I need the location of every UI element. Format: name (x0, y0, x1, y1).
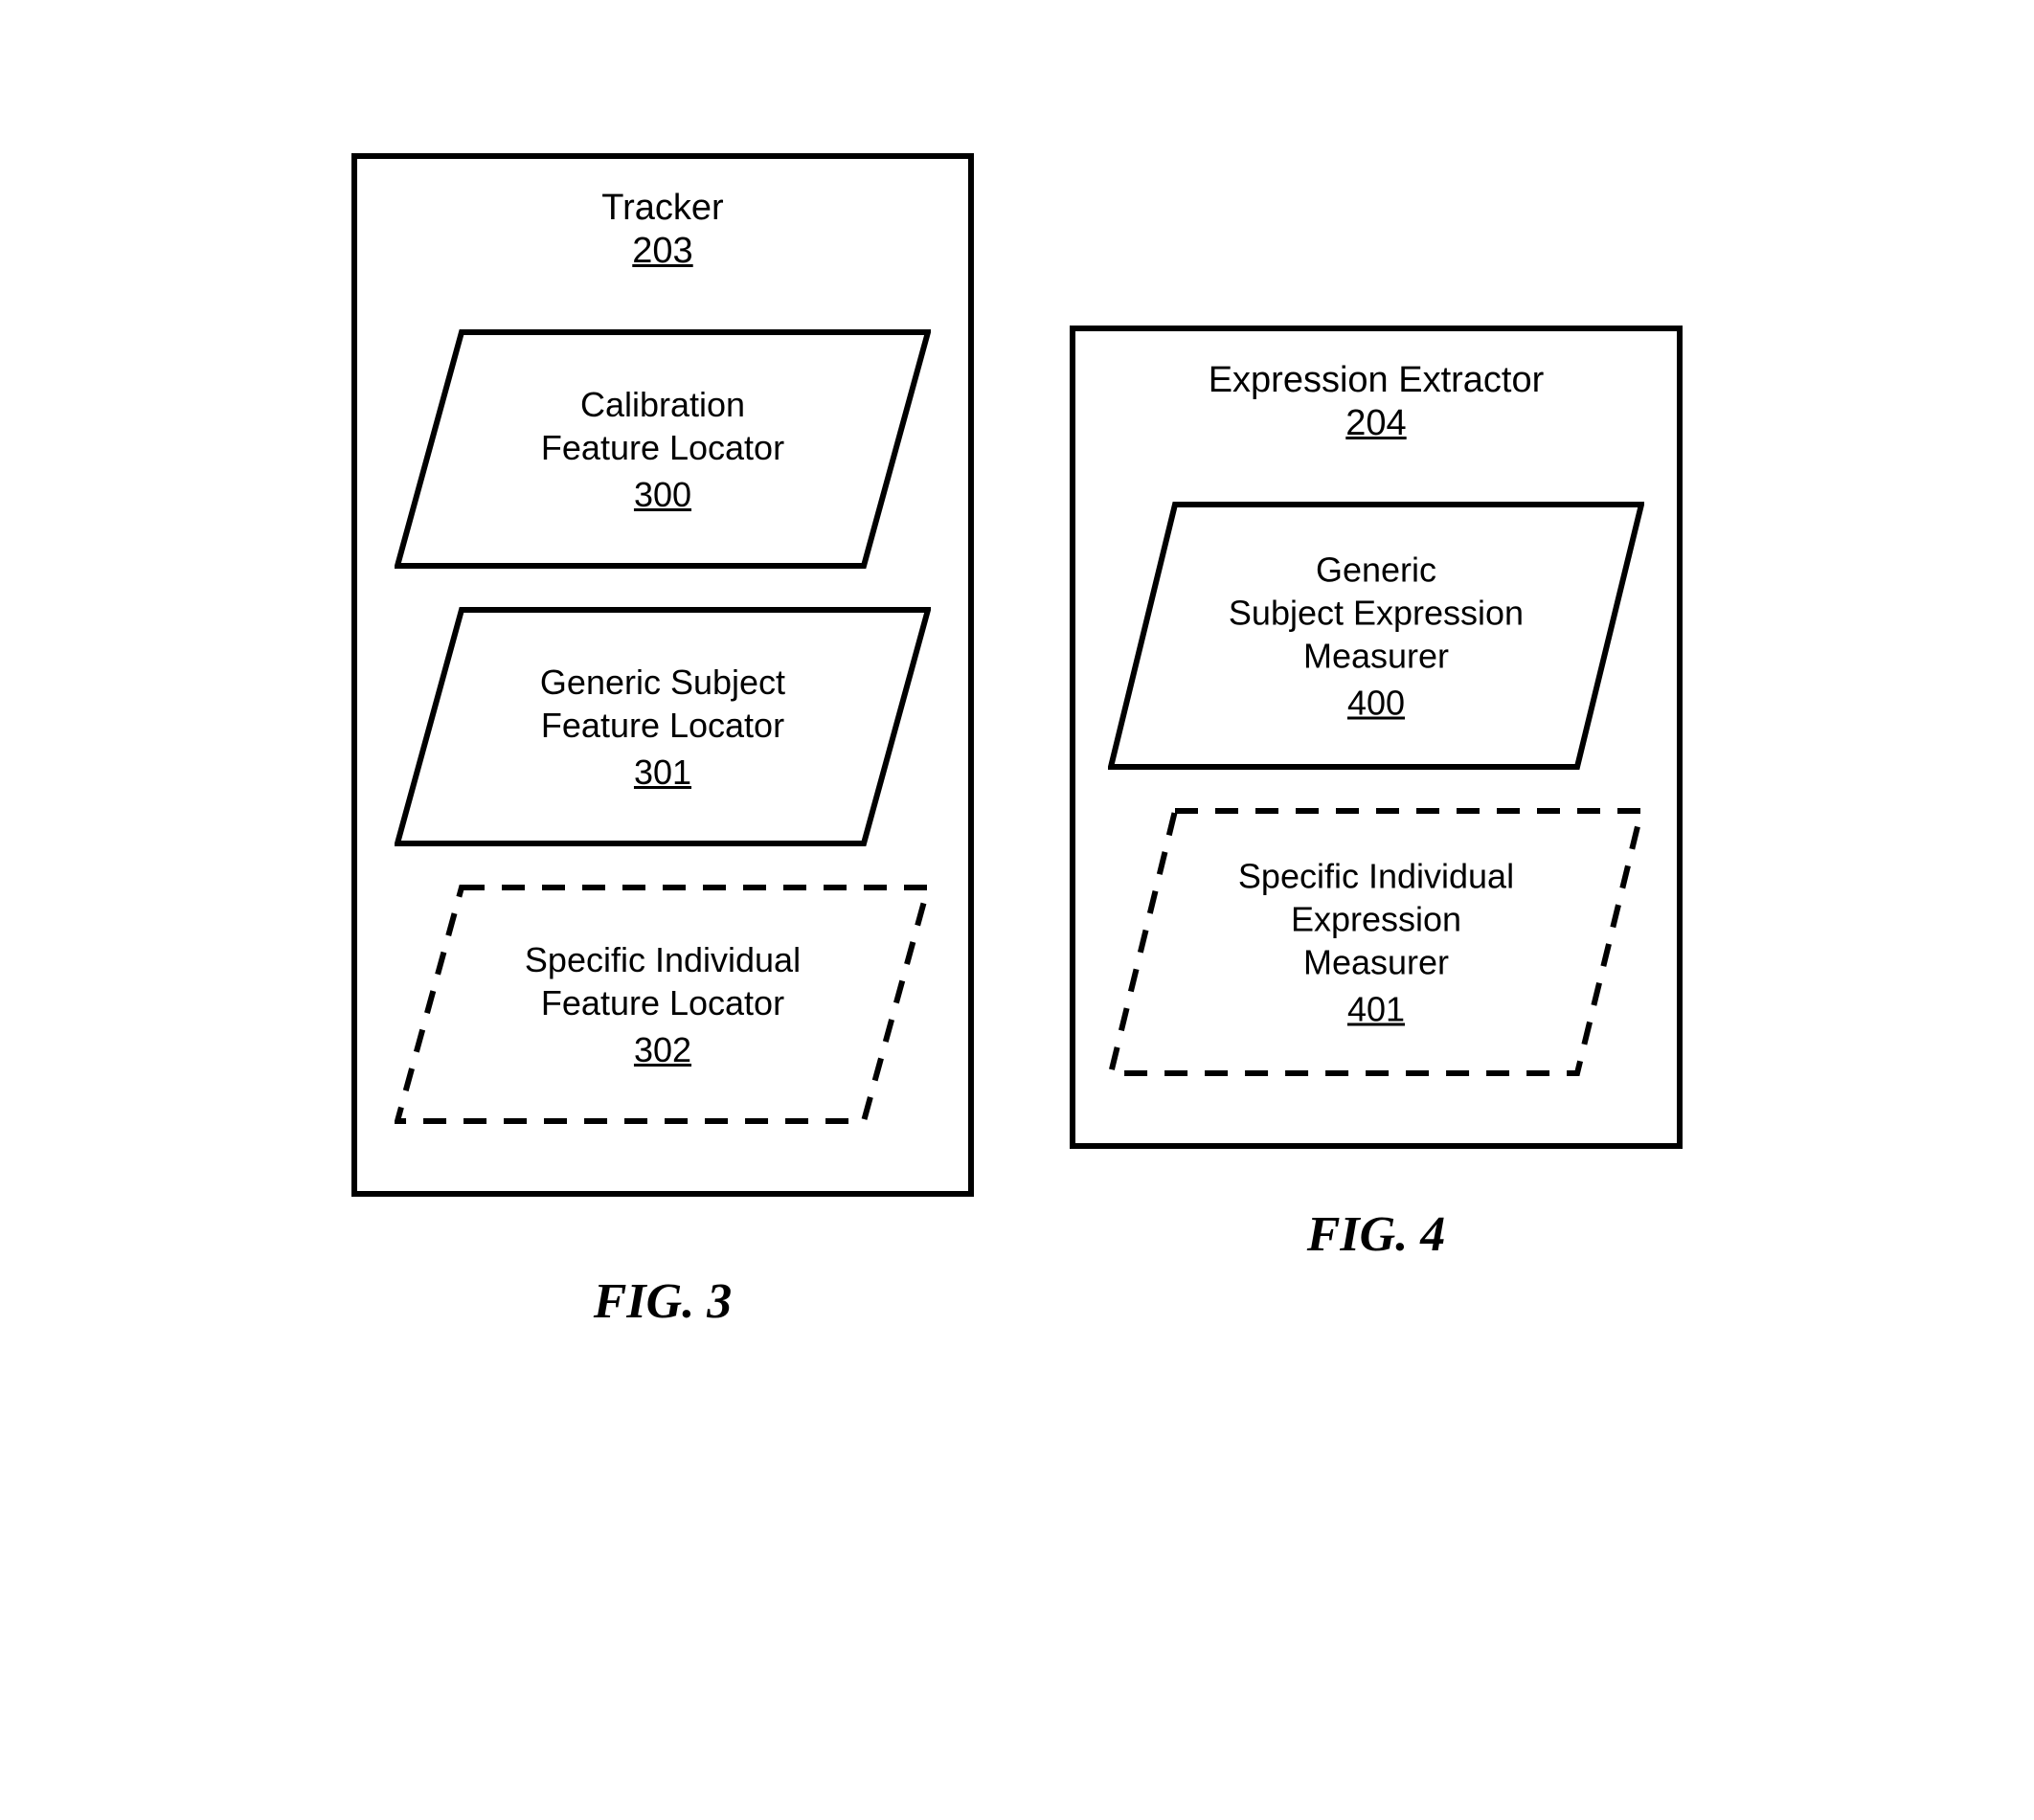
para-line: Calibration (448, 383, 877, 426)
specific-expression-measurer-content: Specific Individual Expression Measurer … (1162, 855, 1591, 1030)
expression-extractor-number: 204 (1209, 403, 1545, 444)
generic-expression-measurer-block: Generic Subject Expression Measurer 400 (1108, 502, 1644, 770)
calibration-locator-block: Calibration Feature Locator 300 (395, 329, 931, 569)
para-number: 302 (448, 1030, 877, 1070)
para-line: Feature Locator (448, 981, 877, 1024)
tracker-number: 203 (601, 231, 723, 272)
para-line: Generic Subject (448, 661, 877, 704)
para-line: Specific Individual (448, 938, 877, 981)
specific-expression-measurer-block: Specific Individual Expression Measurer … (1108, 808, 1644, 1076)
figure-3-group: Tracker 203 Calibration Feature Locator … (351, 153, 974, 1330)
para-line: Feature Locator (448, 426, 877, 469)
tracker-box: Tracker 203 Calibration Feature Locator … (351, 153, 974, 1197)
para-number: 401 (1162, 990, 1591, 1030)
para-number: 301 (448, 753, 877, 793)
specific-individual-locator-block: Specific Individual Feature Locator 302 (395, 885, 931, 1124)
expression-extractor-box: Expression Extractor 204 Generic Subject… (1070, 326, 1683, 1149)
generic-expression-measurer-content: Generic Subject Expression Measurer 400 (1162, 549, 1591, 724)
expression-extractor-title: Expression Extractor (1209, 360, 1545, 401)
para-line: Feature Locator (448, 704, 877, 747)
figure-4-group: Expression Extractor 204 Generic Subject… (1070, 153, 1683, 1263)
para-line: Measurer (1162, 635, 1591, 678)
tracker-title: Tracker (601, 188, 723, 229)
para-line: Generic (1162, 549, 1591, 592)
para-number: 300 (448, 475, 877, 515)
para-number: 400 (1162, 684, 1591, 724)
para-line: Subject Expression (1162, 592, 1591, 635)
para-line: Specific Individual (1162, 855, 1591, 898)
specific-individual-locator-content: Specific Individual Feature Locator 302 (448, 938, 877, 1070)
para-line: Expression (1162, 898, 1591, 941)
calibration-locator-content: Calibration Feature Locator 300 (448, 383, 877, 515)
tracker-header: Tracker 203 (601, 188, 723, 272)
diagram-container: Tracker 203 Calibration Feature Locator … (57, 153, 1977, 1330)
para-line: Measurer (1162, 941, 1591, 984)
figure-3-label: FIG. 3 (594, 1273, 732, 1330)
generic-subject-locator-block: Generic Subject Feature Locator 301 (395, 607, 931, 846)
expression-extractor-header: Expression Extractor 204 (1209, 360, 1545, 444)
generic-subject-locator-content: Generic Subject Feature Locator 301 (448, 661, 877, 793)
figure-4-label: FIG. 4 (1307, 1206, 1445, 1263)
